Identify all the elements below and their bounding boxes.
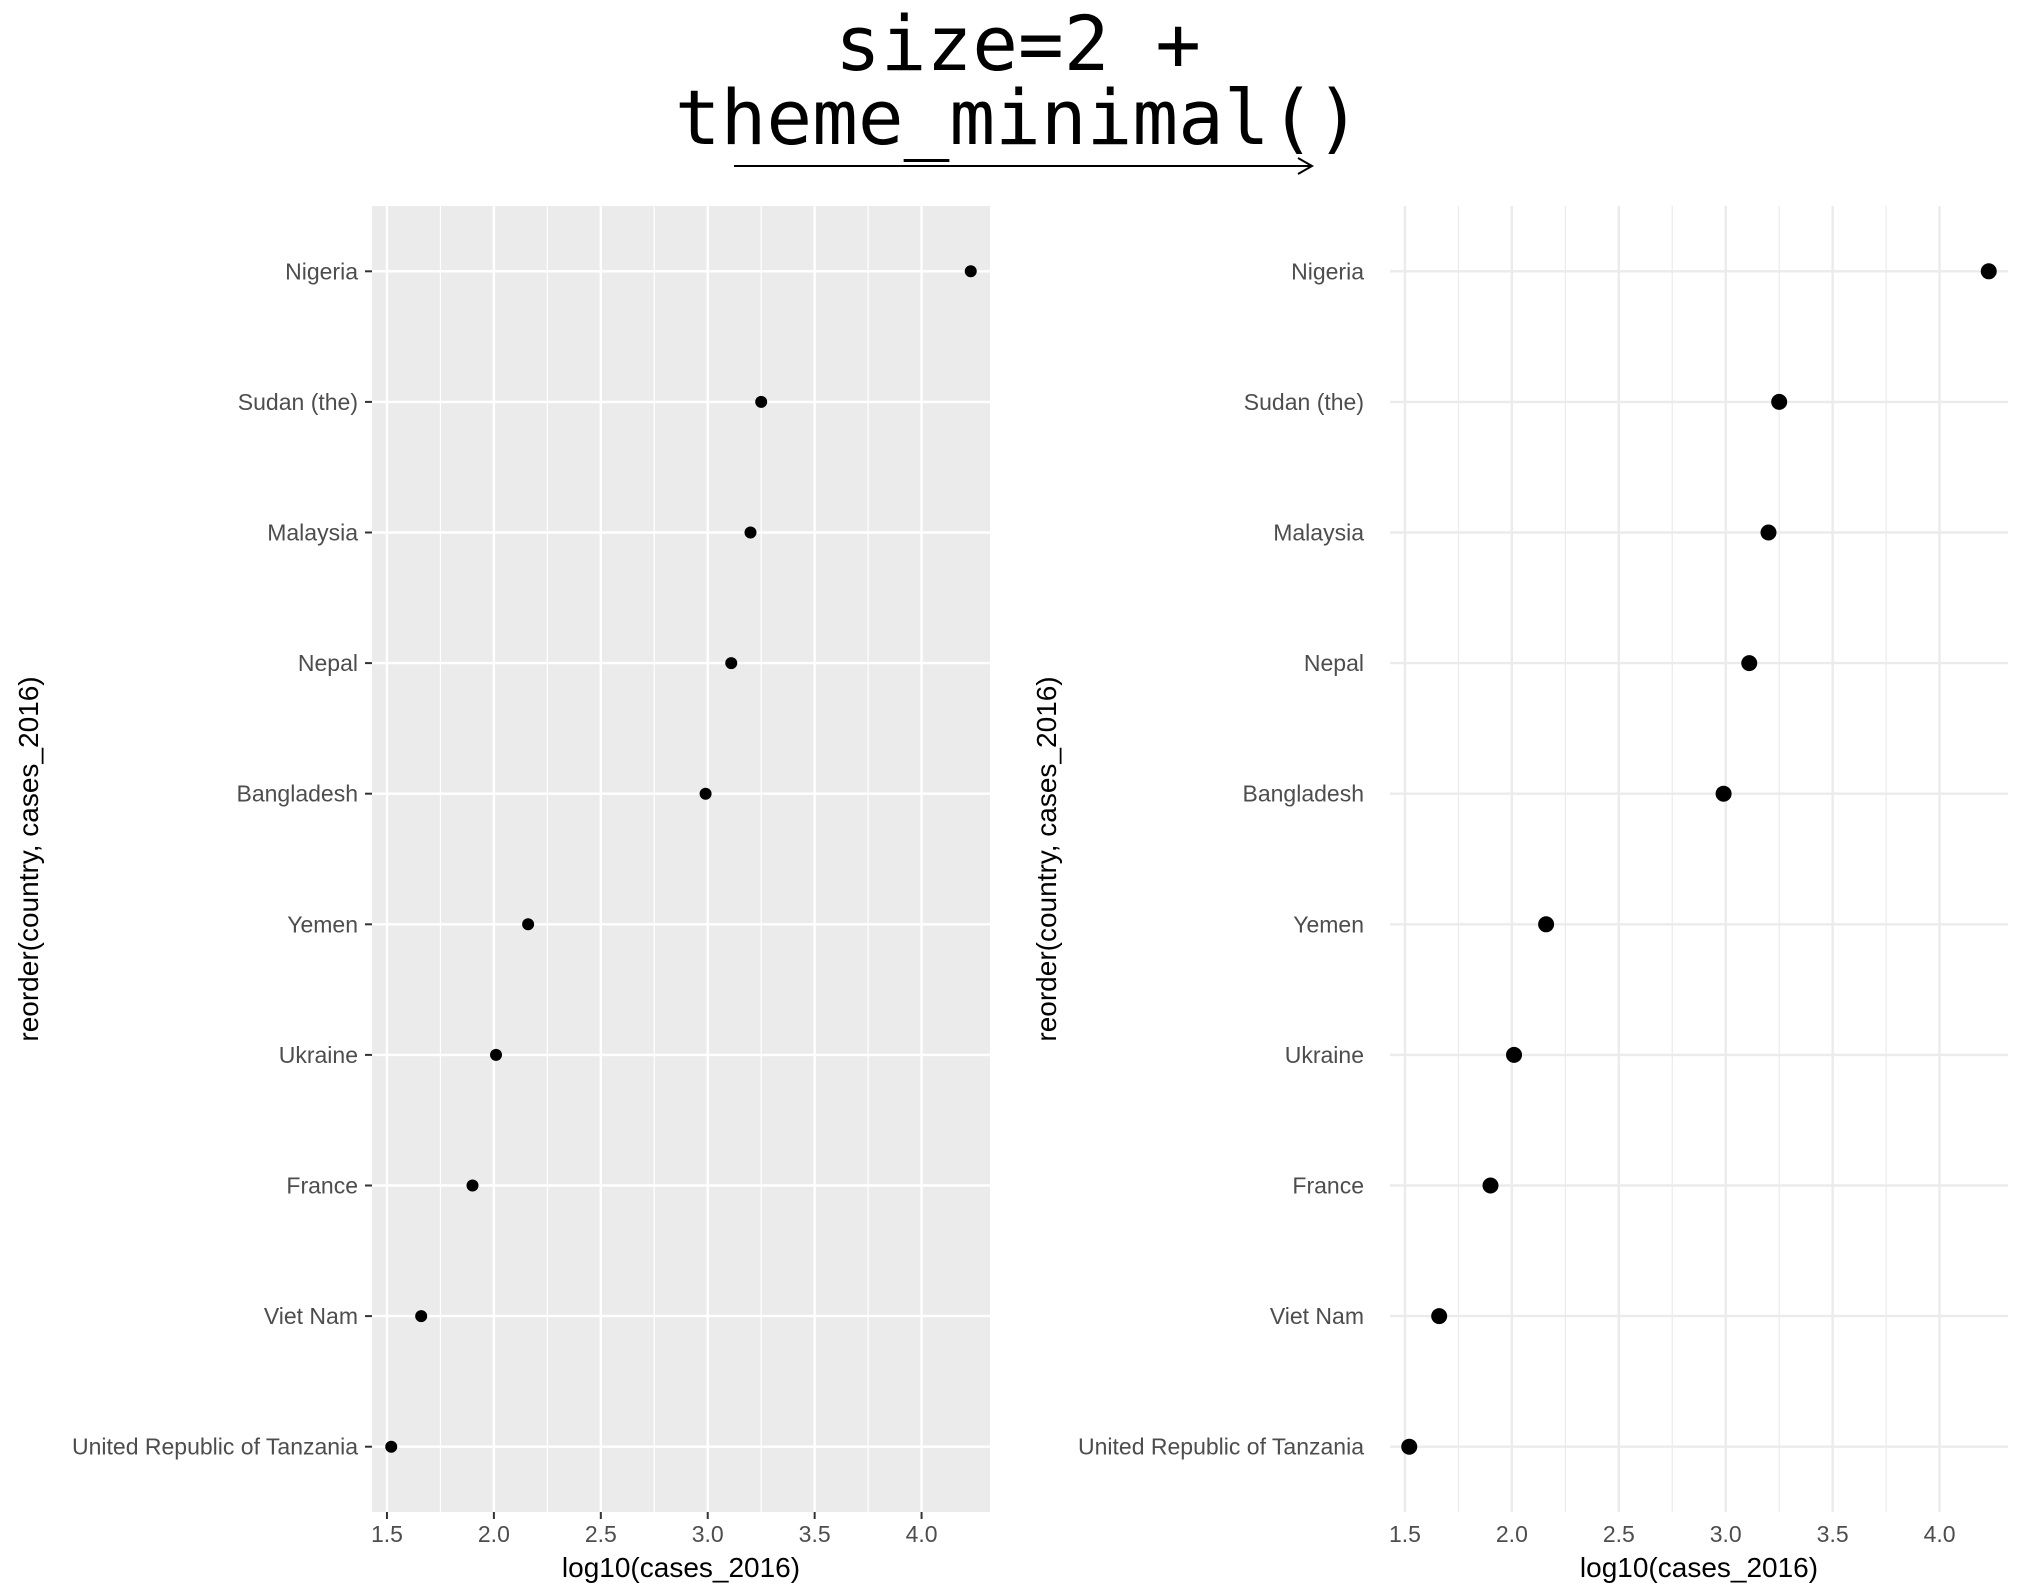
annotation-line-1: size=2 + [834, 0, 1202, 88]
data-point [1401, 1438, 1418, 1455]
x-tick-label: 3.0 [1710, 1521, 1742, 1547]
data-point [466, 1179, 479, 1192]
y-tick-label: Ukraine [1285, 1042, 1364, 1068]
y-tick-label: Ukraine [279, 1042, 358, 1068]
y-tick-label: Nigeria [285, 258, 358, 284]
y-tick-label: United Republic of Tanzania [72, 1434, 358, 1460]
x-axis-title: log10(cases_2016) [562, 1552, 800, 1583]
x-tick-label: 1.5 [1389, 1521, 1421, 1547]
data-point [1771, 393, 1788, 410]
y-tick-label: Viet Nam [264, 1303, 358, 1329]
y-tick-label: Nepal [1304, 650, 1364, 676]
x-tick-label: 3.5 [1817, 1521, 1849, 1547]
x-axis-title: log10(cases_2016) [1580, 1552, 1818, 1583]
data-point [385, 1440, 398, 1453]
y-tick-label: Yemen [287, 911, 358, 937]
y-tick-label: Nigeria [1291, 258, 1364, 284]
y-tick-label: Malaysia [1273, 520, 1364, 546]
data-point [964, 265, 977, 278]
data-point [699, 787, 712, 800]
y-tick-label: United Republic of Tanzania [1078, 1434, 1364, 1460]
data-point [1760, 524, 1777, 541]
data-point [725, 657, 738, 670]
data-point [1741, 655, 1758, 672]
data-point [755, 395, 768, 408]
data-point [1538, 916, 1555, 933]
data-point [1482, 1177, 1499, 1194]
y-tick-label: Viet Nam [1270, 1303, 1364, 1329]
y-tick-label: Malaysia [267, 520, 358, 546]
y-tick-label: Bangladesh [237, 781, 359, 807]
y-tick-label: Sudan (the) [1244, 389, 1364, 415]
annotation-line-2: theme_minimal() [674, 73, 1362, 162]
x-tick-label: 2.5 [585, 1521, 617, 1547]
x-tick-label: 2.5 [1603, 1521, 1635, 1547]
y-axis-title: reorder(country, cases_2016) [1031, 676, 1062, 1041]
data-point [1980, 263, 1997, 280]
data-point [490, 1048, 503, 1061]
data-point [1431, 1308, 1448, 1325]
y-tick-label: Bangladesh [1243, 781, 1365, 807]
y-tick-label: France [1292, 1173, 1364, 1199]
data-point [522, 918, 535, 931]
y-tick-label: France [286, 1173, 358, 1199]
data-point [1506, 1046, 1523, 1063]
x-tick-label: 3.5 [799, 1521, 831, 1547]
chart-theme-minimal: United Republic of Tanzania Viet Nam Franc… [1031, 206, 2008, 1583]
y-axis-title: reorder(country, cases_2016) [13, 676, 44, 1041]
data-point [744, 526, 757, 539]
y-tick-label: Yemen [1293, 911, 1364, 937]
y-tick-label: Nepal [298, 650, 358, 676]
data-point [415, 1310, 428, 1323]
x-tick-label: 1.5 [371, 1521, 403, 1547]
x-tick-label: 3.0 [692, 1521, 724, 1547]
chart-theme-gray: United Republic of Tanzania Viet Nam Franc… [13, 206, 990, 1583]
y-tick-label: Sudan (the) [238, 389, 358, 415]
x-tick-label: 2.0 [478, 1521, 510, 1547]
x-tick-label: 2.0 [1496, 1521, 1528, 1547]
x-tick-label: 4.0 [906, 1521, 938, 1547]
data-point [1715, 785, 1732, 802]
panel-background [372, 206, 990, 1512]
x-tick-label: 4.0 [1924, 1521, 1956, 1547]
